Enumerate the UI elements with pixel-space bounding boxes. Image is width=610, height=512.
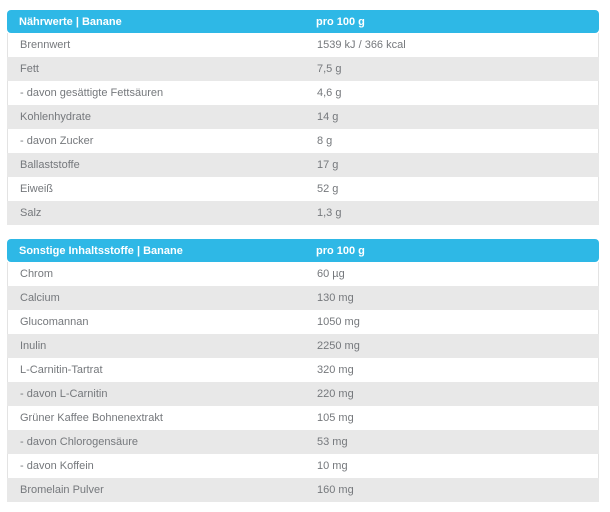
ingredient-value: 53 mg (317, 436, 348, 448)
ingredient-value: 4,6 g (317, 87, 342, 99)
ingredient-label: Ballaststoffe (20, 159, 80, 171)
ingredient-value: 1539 kJ / 366 kcal (317, 39, 406, 51)
ingredient-label: L-Carnitin-Tartrat (20, 364, 103, 376)
ingredient-label: Fett (20, 63, 39, 75)
table-row: Glucomannan 1050 mg (7, 310, 599, 334)
table-row: - davon Koffein 10 mg (7, 454, 599, 478)
unit-column-header: pro 100 g (316, 15, 365, 28)
ingredient-value: 130 mg (317, 292, 354, 304)
unit-column-header: pro 100 g (316, 244, 365, 257)
table-row: Kohlenhydrate 14 g (7, 105, 599, 129)
ingredient-value: 1,3 g (317, 207, 342, 219)
ingredient-label: - davon gesättigte Fettsäuren (20, 87, 164, 99)
table-body: Chrom 60 µg Calcium 130 mg Glucomannan 1050 m… (7, 262, 599, 502)
table-row: Eiweiß 52 g (7, 177, 599, 201)
ingredient-value: 60 µg (317, 268, 345, 280)
ingredient-label: Glucomannan (20, 316, 89, 328)
table-row: Salz 1,3 g (7, 201, 599, 225)
ingredient-value: 52 g (317, 183, 339, 195)
ingredient-label: Kohlenhydrate (20, 111, 91, 123)
ingredient-label: Salz (20, 207, 42, 219)
ingredient-value: 220 mg (317, 388, 354, 400)
ingredient-value: 160 mg (317, 484, 354, 496)
table-header: Nährwerte | Banane pro 100 g (7, 10, 599, 33)
table-body: Brennwert 1539 kJ / 366 kcal Fett 7,5 g - da… (7, 33, 599, 225)
table-row: - davon Zucker 8 g (7, 129, 599, 153)
ingredient-value: 17 g (317, 159, 339, 171)
table-title: Sonstige Inhaltsstoffe | Banane (19, 244, 183, 257)
table-row: Bromelain Pulver 160 mg (7, 478, 599, 502)
ingredient-label: Inulin (20, 340, 47, 352)
table-row: Ballaststoffe 17 g (7, 153, 599, 177)
ingredient-value: 2250 mg (317, 340, 360, 352)
ingredient-label: Eiweiß (20, 183, 54, 195)
ingredient-value: 1050 mg (317, 316, 360, 328)
nutrition-tables-container: Nährwerte | Banane pro 100 g Brennwert 1539… (7, 10, 599, 502)
table-header: Sonstige Inhaltsstoffe | Banane pro 100 g (7, 239, 599, 262)
nutrition-table-sonstige-inhaltsstoffe: Sonstige Inhaltsstoffe | Banane pro 100 g… (7, 239, 599, 502)
ingredient-value: 10 mg (317, 460, 348, 472)
nutrition-table-naehrwerte: Nährwerte | Banane pro 100 g Brennwert 1539… (7, 10, 599, 225)
ingredient-label: Chrom (20, 268, 54, 280)
table-title: Nährwerte | Banane (19, 15, 122, 28)
table-row: - davon Chlorogensäure 53 mg (7, 430, 599, 454)
ingredient-label: Brennwert (20, 39, 71, 51)
table-row: L-Carnitin-Tartrat 320 mg (7, 358, 599, 382)
table-row: Calcium 130 mg (7, 286, 599, 310)
table-row: Grüner Kaffee Bohnenextrakt 105 mg (7, 406, 599, 430)
table-row: - davon L-Carnitin 220 mg (7, 382, 599, 406)
ingredient-label: Grüner Kaffee Bohnenextrakt (20, 412, 163, 424)
ingredient-label: - davon Zucker (20, 135, 94, 147)
ingredient-value: 7,5 g (317, 63, 342, 75)
ingredient-label: Calcium (20, 292, 60, 304)
table-row: - davon gesättigte Fettsäuren 4,6 g (7, 81, 599, 105)
ingredient-value: 105 mg (317, 412, 354, 424)
table-row: Brennwert 1539 kJ / 366 kcal (7, 33, 599, 57)
table-row: Inulin 2250 mg (7, 334, 599, 358)
ingredient-label: Bromelain Pulver (20, 484, 104, 496)
table-row: Fett 7,5 g (7, 57, 599, 81)
ingredient-value: 14 g (317, 111, 339, 123)
ingredient-value: 320 mg (317, 364, 354, 376)
table-row: Chrom 60 µg (7, 262, 599, 286)
ingredient-value: 8 g (317, 135, 333, 147)
ingredient-label: - davon Chlorogensäure (20, 436, 139, 448)
ingredient-label: - davon Koffein (20, 460, 94, 472)
ingredient-label: - davon L-Carnitin (20, 388, 108, 400)
